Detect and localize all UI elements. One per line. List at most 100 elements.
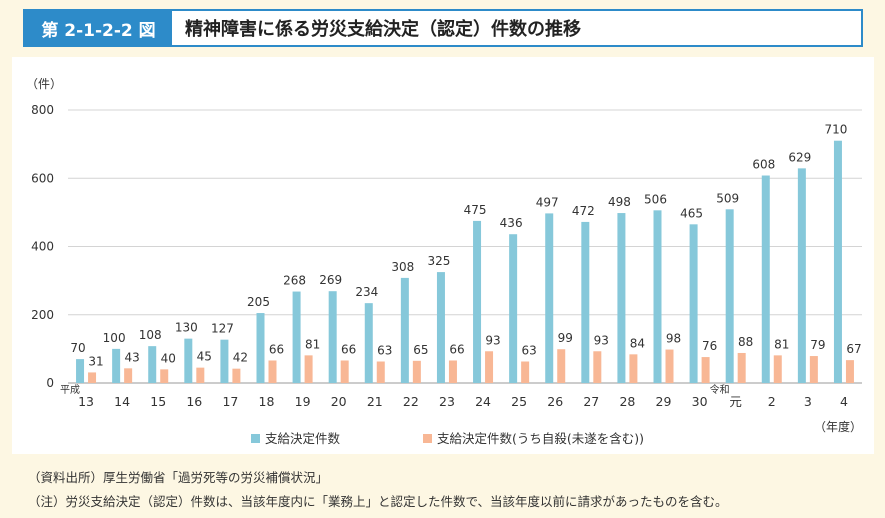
y-tick-label: 200 xyxy=(31,308,54,322)
data-label-suicide: 43 xyxy=(124,350,139,364)
legend-swatch-total xyxy=(251,434,260,443)
bar-total xyxy=(256,313,265,383)
data-label-suicide: 65 xyxy=(413,343,428,357)
data-label-suicide: 93 xyxy=(485,333,500,347)
data-label-suicide: 42 xyxy=(233,351,248,365)
x-tick-label: 13 xyxy=(78,394,94,409)
bar-suicide xyxy=(88,372,97,383)
bar-suicide xyxy=(773,355,782,383)
bar-total xyxy=(653,210,662,383)
data-label-total: 127 xyxy=(211,322,234,336)
y-axis-unit: （件） xyxy=(26,77,62,91)
bar-suicide xyxy=(737,352,746,383)
bar-total xyxy=(76,359,85,383)
data-label-suicide: 67 xyxy=(846,342,861,356)
bar-suicide xyxy=(845,360,854,383)
data-label-total: 497 xyxy=(536,195,559,209)
data-label-suicide: 81 xyxy=(774,337,789,351)
data-label-suicide: 66 xyxy=(449,342,464,356)
x-tick-label: 29 xyxy=(656,394,672,409)
bar-total xyxy=(148,346,157,383)
bar-suicide xyxy=(557,349,566,383)
data-label-suicide: 45 xyxy=(197,350,212,364)
data-label-total: 325 xyxy=(428,254,451,268)
data-label-suicide: 40 xyxy=(161,351,176,365)
bar-suicide xyxy=(412,360,421,383)
bar-suicide xyxy=(665,349,674,383)
bar-suicide xyxy=(232,368,241,383)
bar-total xyxy=(436,272,445,383)
data-label-suicide: 66 xyxy=(269,342,284,356)
bar-suicide xyxy=(448,360,457,383)
bar-total xyxy=(400,277,409,383)
data-label-total: 475 xyxy=(464,203,487,217)
x-tick-label: 30 xyxy=(692,394,708,409)
x-tick-label: 25 xyxy=(511,394,527,409)
data-label-total: 269 xyxy=(319,273,342,287)
footnote: （注）労災支給決定（認定）件数は、当該年度内に「業務上」と認定した件数で、当該年… xyxy=(28,494,728,509)
data-label-total: 629 xyxy=(788,150,811,164)
bar-suicide xyxy=(304,355,313,383)
data-label-total: 608 xyxy=(752,158,775,172)
bar-total xyxy=(292,291,301,383)
x-tick-label: 28 xyxy=(619,394,635,409)
bar-total xyxy=(725,209,734,383)
bar-total xyxy=(112,348,121,383)
bar-suicide xyxy=(376,361,385,383)
legend-label-total: 支給決定件数 xyxy=(265,431,341,446)
data-label-suicide: 93 xyxy=(594,333,609,347)
bar-total xyxy=(220,339,229,383)
x-tick-label: 22 xyxy=(403,394,419,409)
data-label-total: 108 xyxy=(139,328,162,342)
bar-total xyxy=(509,234,518,383)
x-tick-label: 17 xyxy=(222,394,238,409)
data-label-suicide: 31 xyxy=(88,354,103,368)
data-label-total: 506 xyxy=(644,192,667,206)
x-tick-label: 26 xyxy=(547,394,563,409)
era-label: 平成 xyxy=(60,384,80,396)
figure-title: 精神障害に係る労災支給決定（認定）件数の推移 xyxy=(185,19,581,40)
bar-suicide xyxy=(809,356,818,383)
data-label-total: 70 xyxy=(70,341,85,355)
x-tick-label: 元 xyxy=(729,394,742,409)
bar-total xyxy=(833,140,842,383)
bar-suicide xyxy=(160,369,169,383)
bar-suicide xyxy=(268,360,277,383)
y-tick-label: 800 xyxy=(31,103,54,117)
data-label-total: 234 xyxy=(355,285,378,299)
bar-total xyxy=(689,224,698,383)
data-label-total: 498 xyxy=(608,195,631,209)
x-tick-label: 23 xyxy=(439,394,455,409)
data-label-suicide: 76 xyxy=(702,339,717,353)
legend-swatch-suicide xyxy=(423,434,432,443)
x-tick-label: 21 xyxy=(367,394,383,409)
legend-label-suicide: 支給決定件数(うち自殺(未遂を含む)) xyxy=(437,431,644,446)
x-tick-label: 4 xyxy=(840,394,848,409)
x-tick-label: 14 xyxy=(114,394,130,409)
bar-total xyxy=(545,213,554,383)
data-label-suicide: 88 xyxy=(738,335,753,349)
data-label-total: 436 xyxy=(500,216,523,230)
y-tick-label: 0 xyxy=(46,376,54,390)
source-note: （資料出所）厚生労働省「過労死等の労災補償状況」 xyxy=(28,470,329,485)
bar-suicide xyxy=(485,351,494,383)
figure-number: 第 2-1-2-2 図 xyxy=(25,11,172,45)
bar-suicide xyxy=(196,367,205,383)
x-tick-label: 16 xyxy=(186,394,202,409)
bar-suicide xyxy=(593,351,602,383)
x-tick-label: 18 xyxy=(259,394,275,409)
data-label-total: 465 xyxy=(680,206,703,220)
bar-total xyxy=(761,175,770,383)
bar-total xyxy=(364,303,373,383)
bar-suicide xyxy=(340,360,349,383)
x-tick-label: 3 xyxy=(804,394,812,409)
x-axis-unit: （年度） xyxy=(814,419,862,434)
x-tick-label: 2 xyxy=(768,394,776,409)
data-label-total: 130 xyxy=(175,321,198,335)
data-label-suicide: 98 xyxy=(666,332,681,346)
data-label-suicide: 79 xyxy=(810,338,825,352)
data-label-suicide: 81 xyxy=(305,337,320,351)
data-label-suicide: 99 xyxy=(558,331,573,345)
data-label-suicide: 66 xyxy=(341,342,356,356)
era-label: 令和 xyxy=(710,383,730,396)
